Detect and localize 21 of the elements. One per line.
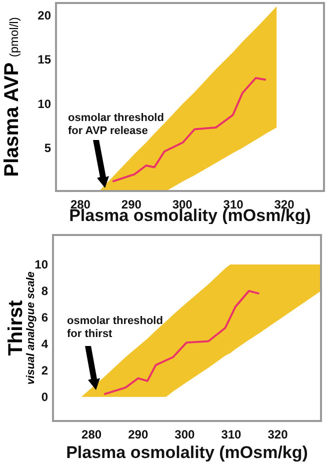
y-tick-label: 8 bbox=[41, 284, 48, 298]
annotation: osmolar threshold for thirst bbox=[67, 315, 163, 340]
x-tick-label: 320 bbox=[268, 428, 288, 442]
y-tick-label: 0 bbox=[41, 390, 48, 404]
y-tick-label: 6 bbox=[41, 310, 48, 325]
y-tick-label: 20 bbox=[38, 8, 52, 23]
y-tick-label: 2 bbox=[41, 364, 48, 378]
y-tick-label: 10 bbox=[34, 258, 48, 272]
y-tick-label: 5 bbox=[44, 141, 52, 156]
x-tick-label: 300 bbox=[174, 428, 196, 442]
y-axis-title: Plasma AVP (pmol/l) bbox=[1, 17, 23, 177]
x-tick-label: 280 bbox=[82, 428, 102, 442]
line-series bbox=[112, 77, 267, 182]
y-tick-label: 10 bbox=[38, 96, 52, 111]
x-tick-label: 310 bbox=[221, 428, 242, 442]
y-axis-title: Thirst visual analogue scale bbox=[5, 271, 37, 385]
annotation: osmolar threshold for AVP release bbox=[68, 112, 164, 137]
x-tick-label: 290 bbox=[128, 428, 148, 442]
y-tick-label: 15 bbox=[38, 52, 52, 67]
x-axis-title: Plasma osmolality (mOsm/kg) bbox=[66, 443, 308, 462]
y-tick-label: 4 bbox=[41, 337, 48, 352]
